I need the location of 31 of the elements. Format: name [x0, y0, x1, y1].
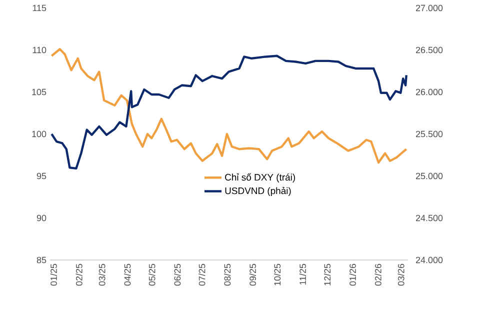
- y-tick-label: 105: [32, 88, 46, 96]
- x-tick-label: 09/25: [249, 264, 256, 286]
- x-tick-label: 12/25: [324, 264, 331, 286]
- legend-label: USDVND (phải): [225, 186, 291, 196]
- x-tick-label: 01/25: [50, 264, 57, 286]
- x-tick-label: 02/26: [374, 264, 382, 286]
- y2-tick-label: 24.500: [416, 214, 443, 222]
- y2-tick-label: 24.000: [416, 256, 443, 264]
- x-tick-label: 10/25: [274, 264, 281, 286]
- y-tick-label: 110: [32, 46, 46, 54]
- y-tick-label: 100: [32, 130, 46, 138]
- y-tick-label: 90: [36, 214, 46, 222]
- x-tick-label: 08/25: [224, 264, 231, 286]
- x-tick-label: 11/25: [299, 264, 306, 285]
- x-tick-label: 03/25: [98, 264, 106, 286]
- y2-tick-label: 26.000: [416, 88, 443, 96]
- y-tick-label: 95: [36, 172, 46, 180]
- y-tick-label: 85: [36, 256, 46, 264]
- x-tick-label: 02/25: [76, 264, 82, 286]
- y2-tick-label: 25.500: [416, 130, 443, 138]
- x-tick-label: 01/26: [349, 264, 356, 286]
- x-tick-label: 05/25: [148, 264, 156, 286]
- y-tick-label: 115: [32, 4, 46, 12]
- x-tick-label: 04/25: [124, 264, 131, 286]
- legend-label: Chỉ số DXY (trái): [225, 173, 295, 182]
- x-tick-label: 03/26: [398, 264, 404, 286]
- y2-tick-label: 25.000: [416, 172, 443, 180]
- x-tick-label: 06/25: [174, 264, 181, 286]
- x-tick-label: 07/25: [198, 264, 206, 286]
- y2-tick-label: 27.000: [416, 4, 443, 12]
- y2-tick-label: 26.500: [416, 46, 443, 54]
